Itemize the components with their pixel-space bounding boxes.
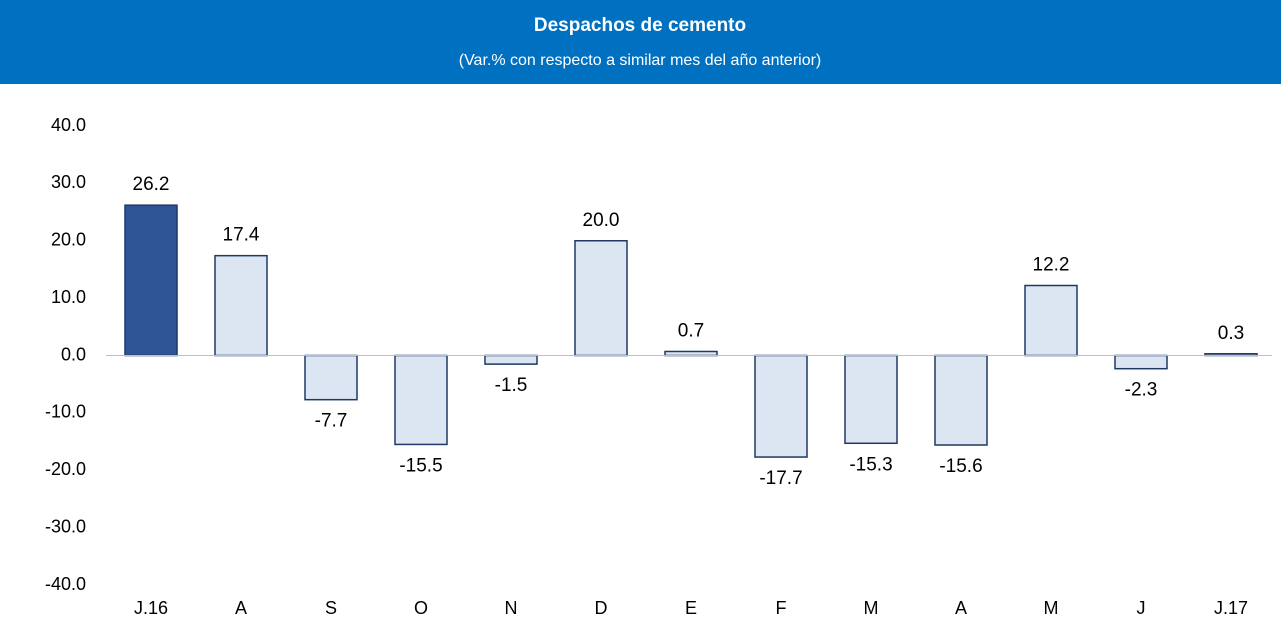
chart-title: Despachos de cemento	[534, 15, 746, 36]
y-tick-label: -10.0	[45, 402, 86, 422]
value-label: 0.7	[678, 320, 704, 341]
y-tick-label: -40.0	[45, 574, 86, 594]
x-tick-label: F	[776, 598, 787, 618]
bar	[124, 204, 178, 357]
x-tick-label: M	[1044, 598, 1059, 618]
bar	[664, 350, 718, 357]
bar	[574, 240, 628, 357]
value-label: 20.0	[583, 210, 620, 231]
title-banner	[0, 0, 1281, 84]
y-tick-label: 40.0	[51, 115, 86, 135]
bar	[304, 354, 358, 401]
value-label: -1.5	[495, 375, 528, 396]
value-label: -7.7	[315, 411, 348, 432]
x-tick-label: J	[1137, 598, 1146, 618]
x-tick-label: N	[505, 598, 518, 618]
x-tick-label: S	[325, 598, 337, 618]
value-label: 0.3	[1218, 323, 1244, 344]
bar	[1024, 284, 1078, 357]
bar	[934, 354, 988, 446]
value-label: -15.5	[399, 455, 442, 476]
bar	[754, 354, 808, 458]
bar	[394, 354, 448, 446]
chart-subtitle: (Var.% con respecto a similar mes del añ…	[459, 52, 822, 69]
y-tick-label: 30.0	[51, 172, 86, 192]
value-label: -2.3	[1125, 380, 1158, 401]
y-tick-label: -30.0	[45, 516, 86, 536]
bar	[844, 354, 898, 445]
value-label: 17.4	[223, 225, 260, 246]
y-tick-label: 0.0	[61, 344, 86, 364]
bar	[1114, 354, 1168, 370]
x-tick-label: O	[414, 598, 428, 618]
y-tick-label: 20.0	[51, 230, 86, 250]
x-tick-label: E	[685, 598, 697, 618]
bar	[214, 254, 268, 357]
x-tick-label: J.16	[134, 598, 168, 618]
bar	[484, 354, 538, 365]
value-label: 12.2	[1033, 255, 1070, 276]
value-label: -15.3	[849, 454, 892, 475]
x-tick-label: A	[235, 598, 247, 618]
x-tick-label: J.17	[1214, 598, 1248, 618]
x-tick-label: A	[955, 598, 967, 618]
value-label: -17.7	[759, 468, 802, 489]
x-tick-label: M	[864, 598, 879, 618]
value-label: 26.2	[133, 174, 170, 195]
value-label: -15.6	[939, 456, 982, 477]
y-tick-label: 10.0	[51, 287, 86, 307]
x-tick-label: D	[595, 598, 608, 618]
y-tick-label: -20.0	[45, 459, 86, 479]
